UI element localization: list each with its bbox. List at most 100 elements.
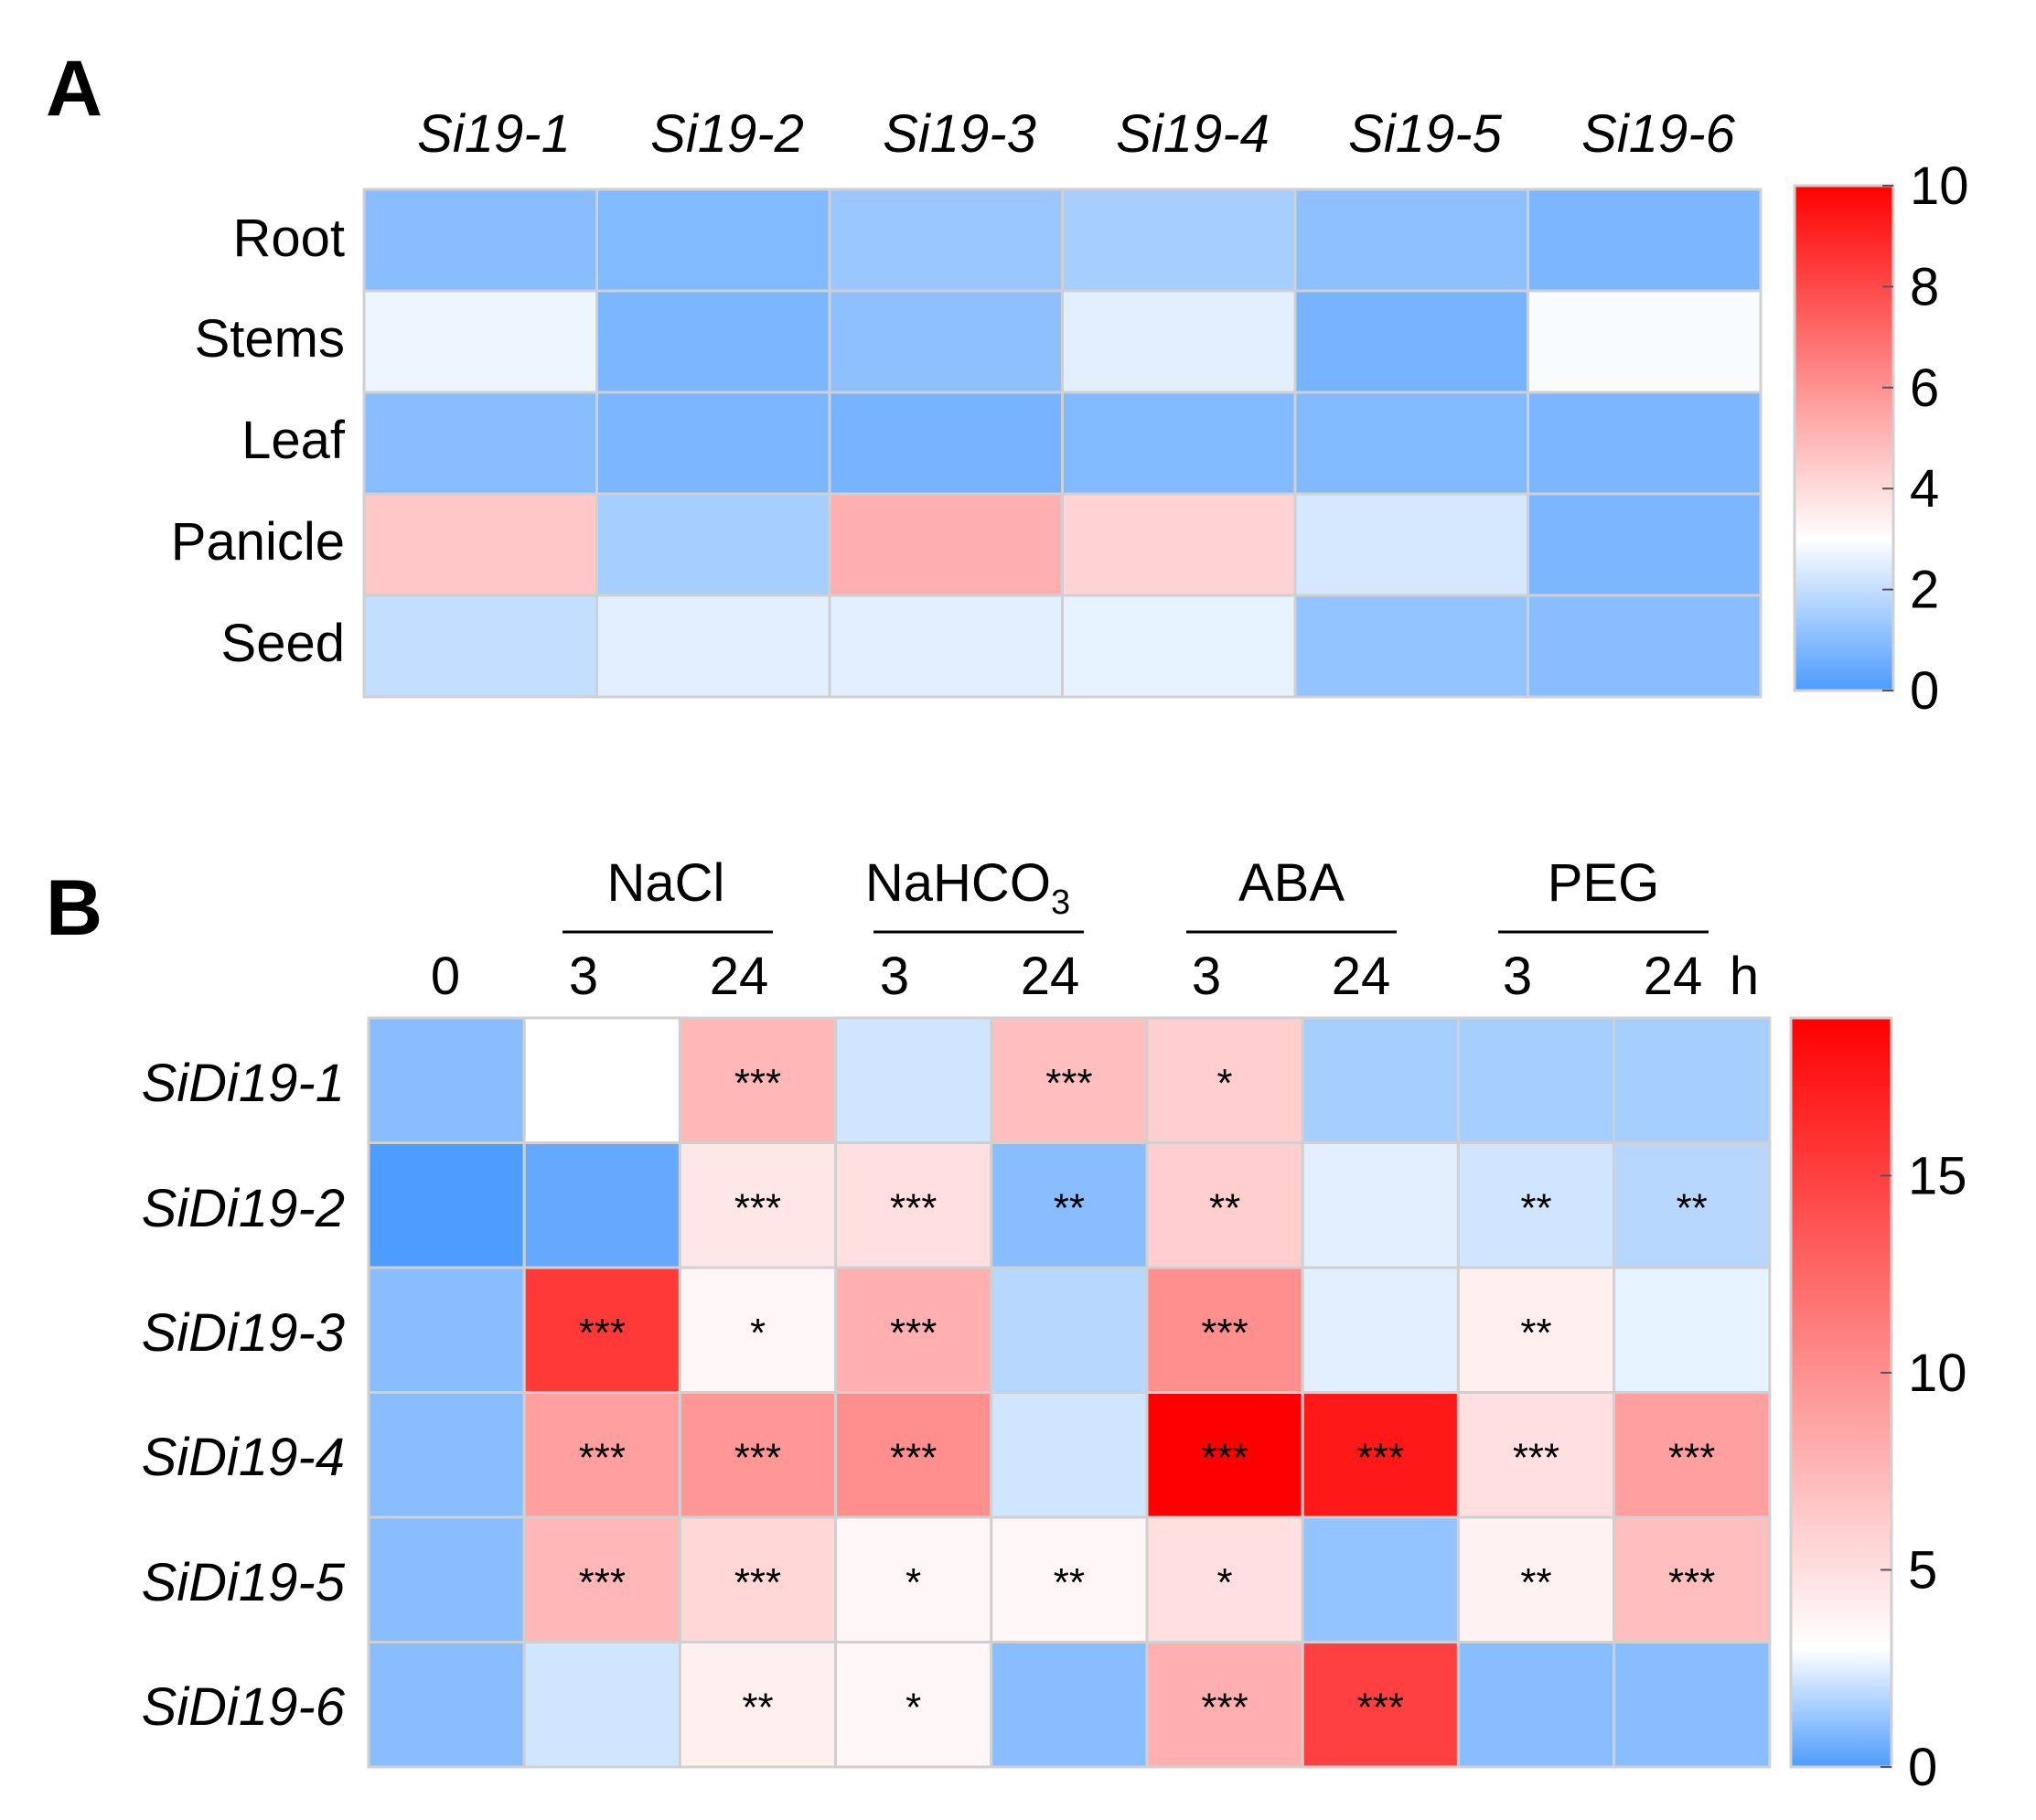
colorbar-tick-label: 2 bbox=[1910, 561, 1939, 620]
significance-mark: *** bbox=[1513, 1436, 1559, 1481]
heatmap-cell bbox=[362, 594, 598, 699]
heatmap-cell bbox=[1527, 391, 1763, 496]
colorbar-tick-label: 10 bbox=[1910, 156, 1969, 216]
heatmap-cell bbox=[595, 289, 831, 394]
heatmap-cell bbox=[1527, 289, 1763, 394]
heatmap-cell bbox=[1456, 1641, 1616, 1769]
significance-mark: *** bbox=[1201, 1311, 1248, 1355]
heatmap-cell bbox=[362, 391, 598, 496]
significance-mark: *** bbox=[579, 1436, 626, 1481]
panel-b-heatmap: NaCl NaHCO3 ABA PEG 0 3 24 3 24 3 24 3 2… bbox=[142, 853, 1967, 1797]
heatmap-cell bbox=[1613, 1391, 1772, 1519]
heatmap-cell bbox=[990, 1515, 1149, 1643]
significance-mark: * bbox=[750, 1311, 766, 1355]
heatmap-cell bbox=[367, 1391, 526, 1519]
heatmap-cell bbox=[1613, 1641, 1772, 1769]
heatmap-cell bbox=[828, 391, 1064, 496]
group-label-nacl: NaCl bbox=[607, 853, 725, 913]
panel-a-letter: A bbox=[46, 45, 102, 133]
heatmap-cell bbox=[522, 1141, 681, 1269]
heatmap-cell bbox=[367, 1141, 526, 1269]
significance-mark: *** bbox=[1668, 1436, 1715, 1481]
heatmap-cell bbox=[1293, 187, 1529, 293]
panel-a-heatmap: Si19-1 Si19-2 Si19-3 Si19-4 Si19-5 Si19-… bbox=[171, 104, 1969, 721]
panel-b-letter: B bbox=[46, 864, 102, 952]
heatmap-cell bbox=[1145, 1141, 1304, 1269]
heatmap-cell bbox=[367, 1515, 526, 1643]
heatmap-cell bbox=[1293, 492, 1529, 597]
panel-a-row-label: Leaf bbox=[241, 411, 346, 470]
time-unit-label: h bbox=[1730, 947, 1759, 1006]
panel-b-row-label: SiDi19-4 bbox=[142, 1428, 345, 1487]
significance-mark: *** bbox=[734, 1186, 781, 1231]
significance-mark: *** bbox=[890, 1186, 937, 1231]
panel-b-cells bbox=[367, 1016, 1772, 1769]
heatmap-cell bbox=[828, 594, 1064, 699]
time-label: 24 bbox=[1644, 947, 1703, 1006]
colorbar-tick-label: 10 bbox=[1908, 1344, 1967, 1403]
heatmap-cell bbox=[1145, 1266, 1304, 1394]
heatmap-cell bbox=[834, 1641, 993, 1769]
panel-b-significance-marks: *** *** **** *** ** ** ** ***** * *** *** ***** *** *… bbox=[579, 1061, 1716, 1730]
heatmap-cell bbox=[1527, 492, 1763, 597]
heatmap-cell bbox=[990, 1016, 1149, 1144]
significance-mark: ** bbox=[1054, 1186, 1085, 1231]
panel-a-col-label: Si19-1 bbox=[417, 104, 571, 164]
significance-mark: *** bbox=[734, 1436, 781, 1481]
panel-a-cells bbox=[362, 187, 1763, 699]
significance-mark: *** bbox=[1668, 1560, 1715, 1605]
heatmap-cell bbox=[1527, 594, 1763, 699]
heatmap-cell bbox=[990, 1266, 1149, 1394]
significance-mark: * bbox=[1217, 1061, 1233, 1106]
time-label: 24 bbox=[1021, 947, 1080, 1006]
heatmap-cell bbox=[828, 289, 1064, 394]
colorbar-gradient bbox=[1793, 184, 1895, 692]
heatmap-cell bbox=[362, 187, 598, 293]
colorbar-tick-label: 5 bbox=[1908, 1540, 1937, 1600]
heatmap-cell bbox=[1293, 289, 1529, 394]
colorbar-tick-label: 0 bbox=[1908, 1738, 1937, 1797]
heatmap-cell bbox=[1301, 1016, 1460, 1144]
heatmap-cell bbox=[367, 1016, 526, 1144]
significance-mark: *** bbox=[579, 1560, 626, 1605]
significance-mark: *** bbox=[890, 1311, 937, 1355]
heatmap-cell bbox=[1061, 594, 1297, 699]
heatmap-cell bbox=[362, 492, 598, 597]
colorbar-tick-label: 15 bbox=[1908, 1146, 1967, 1205]
panel-b-row-label: SiDi19-6 bbox=[142, 1677, 346, 1737]
heatmap-cell bbox=[678, 1641, 838, 1769]
group-label-aba: ABA bbox=[1238, 853, 1345, 913]
time-label: 24 bbox=[1332, 947, 1391, 1006]
heatmap-cell bbox=[834, 1266, 993, 1394]
heatmap-cell bbox=[1293, 391, 1529, 496]
time-label: 3 bbox=[1503, 947, 1532, 1006]
heatmap-cell bbox=[1145, 1391, 1304, 1519]
panel-a-row-label: Root bbox=[232, 209, 345, 268]
heatmap-cell bbox=[1061, 289, 1297, 394]
heatmap-cell bbox=[522, 1016, 681, 1144]
panel-a-col-label: Si19-6 bbox=[1581, 104, 1735, 164]
heatmap-cell bbox=[1301, 1141, 1460, 1269]
heatmap-cell bbox=[595, 492, 831, 597]
panel-b-colorbar bbox=[1789, 1016, 1893, 1769]
significance-mark: *** bbox=[734, 1061, 781, 1106]
heatmap-cell bbox=[990, 1141, 1149, 1269]
heatmap-cell bbox=[678, 1141, 838, 1269]
heatmap-cell bbox=[1293, 594, 1529, 699]
colorbar-gradient bbox=[1789, 1016, 1893, 1769]
panel-b-row-label: SiDi19-2 bbox=[142, 1179, 345, 1238]
significance-mark: *** bbox=[1357, 1436, 1404, 1481]
heatmap-cell bbox=[1061, 391, 1297, 496]
significance-mark: * bbox=[1217, 1560, 1233, 1605]
heatmap-cell bbox=[678, 1391, 838, 1519]
significance-mark: * bbox=[905, 1560, 921, 1605]
heatmap-cell bbox=[367, 1641, 526, 1769]
panel-a-col-label: Si19-3 bbox=[883, 104, 1036, 164]
significance-mark: *** bbox=[734, 1560, 781, 1605]
significance-mark: *** bbox=[1045, 1061, 1092, 1106]
heatmap-cell bbox=[1456, 1391, 1616, 1519]
group-label-nahco3: NaHCO3 bbox=[865, 853, 1070, 922]
panel-b-colorbar-ticks: 0 5 10 15 bbox=[1881, 1146, 1967, 1797]
significance-mark: ** bbox=[1520, 1311, 1551, 1355]
